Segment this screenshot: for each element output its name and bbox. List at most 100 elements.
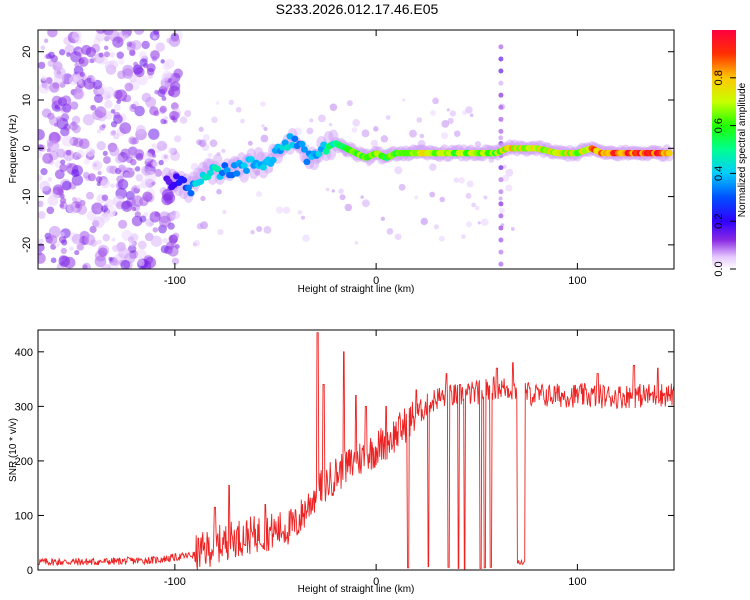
heatmap-noise-blob [74,37,82,44]
heatmap-noise-blob [137,240,147,250]
heatmap-noise-blob [47,30,58,38]
heatmap-noise-blob [134,66,145,78]
snr-plot-area [38,332,674,570]
heatmap-noise-blob [119,122,132,134]
heatmap-noise-blob [300,215,306,220]
heatmap-noise-blob [40,45,46,51]
y-tick-label: 0 [21,145,33,151]
heatmap-noise-blob [61,239,68,246]
heatmap-noise-blob [498,196,503,201]
heatmap-noise-blob [465,192,472,199]
colorbar-axis: 0.0 0.2 0.4 0.6 0.8 [713,70,736,277]
heatmap-noise-blob [144,256,156,269]
heatmap-noise-blob [116,39,121,44]
heatmap-noise-blob [96,239,102,245]
heatmap-noise-blob [419,133,425,139]
heatmap-noise-blob [263,126,268,132]
heatmap-noise-blob [96,129,102,134]
y-tick-label: 100 [15,510,33,522]
heatmap-noise-blob [394,233,402,241]
heatmap-ridge-cell [233,170,241,177]
heatmap-noise-blob [38,211,46,219]
heatmap-noise-blob [43,84,50,91]
heatmap-noise-blob [172,232,180,240]
heatmap-noise-blob [127,244,137,254]
heatmap-noise-blob [306,127,314,135]
heatmap-noise-blob [54,104,60,110]
colorbar-tick-label: 0.2 [713,214,725,229]
heatmap-noise-blob [71,196,77,202]
heatmap-noise-blob [72,88,84,100]
heatmap-noise-blob [429,163,437,171]
heatmap-noise-blob [373,126,379,132]
heatmap-noise-blob [109,130,116,137]
spectrogram-y-axis-label: Frequency (Hz) [8,115,19,184]
heatmap-noise-blob [260,134,269,143]
heatmap-noise-blob [416,117,423,123]
heatmap-noise-blob [240,118,245,124]
heatmap-stripe-blob [498,261,504,267]
heatmap-noise-blob [263,225,272,234]
heatmap-noise-blob [329,103,338,112]
spectrogram-x-axis-label: Height of straight line (km) [298,284,415,295]
heatmap-noise-blob [38,61,46,70]
heatmap-noise-blob [94,106,107,118]
heatmap-noise-blob [161,96,167,101]
heatmap-noise-blob [161,73,169,82]
heatmap-noise-blob [121,200,133,212]
heatmap-noise-blob [351,127,358,133]
heatmap-noise-blob [39,180,51,192]
heatmap-stripe-blob [498,104,504,110]
heatmap-noise-blob [69,101,79,110]
heatmap-noise-blob [475,205,480,211]
heatmap-noise-blob [90,57,96,63]
heatmap-noise-blob [134,211,141,218]
heatmap-noise-blob [66,52,71,57]
heatmap-halo [248,165,259,180]
heatmap-noise-blob [179,116,188,124]
heatmap-noise-blob [79,71,85,78]
heatmap-noise-blob [124,82,134,92]
heatmap-noise-blob [104,60,115,71]
heatmap-noise-blob [118,58,125,65]
heatmap-noise-blob [120,259,131,269]
heatmap-noise-blob [461,234,466,240]
heatmap-noise-blob [71,233,83,245]
heatmap-noise-blob [96,207,102,213]
heatmap-noise-blob [483,195,488,200]
heatmap-noise-blob [38,200,44,208]
snr-y-axis-label: SNR (10 * v/v) [8,418,19,482]
heatmap-stripe-blob [498,165,504,171]
heatmap-noise-blob [255,191,263,198]
heatmap-halo [253,146,264,161]
heatmap-noise-blob [108,256,113,262]
heatmap-noise-blob [160,153,170,162]
heatmap-stripe-blob [498,68,504,74]
heatmap-ridge-cell [291,135,299,142]
heatmap-noise-blob [52,82,60,89]
heatmap-noise-blob [216,151,221,157]
heatmap-noise-blob [61,135,74,147]
heatmap-noise-blob [190,162,199,171]
heatmap-ridge-cell [300,146,308,153]
heatmap-noise-blob [481,218,489,226]
heatmap-noise-blob [254,170,261,176]
heatmap-ridge-cell [247,156,255,163]
heatmap-noise-blob [58,49,66,56]
heatmap-noise-blob [449,110,456,117]
heatmap-noise-blob [45,53,52,60]
heatmap-noise-blob [123,94,132,103]
heatmap-noise-blob [102,213,111,221]
heatmap-noise-blob [207,152,213,158]
heatmap-noise-blob [75,203,80,209]
heatmap-noise-blob [40,168,48,176]
heatmap-noise-blob [92,216,105,229]
heatmap-halo [198,161,209,176]
heatmap-noise-blob [118,219,128,229]
heatmap-noise-blob [145,221,150,227]
heatmap-noise-blob [193,239,200,247]
heatmap-noise-blob [103,156,111,164]
heatmap-noise-blob [171,210,181,220]
